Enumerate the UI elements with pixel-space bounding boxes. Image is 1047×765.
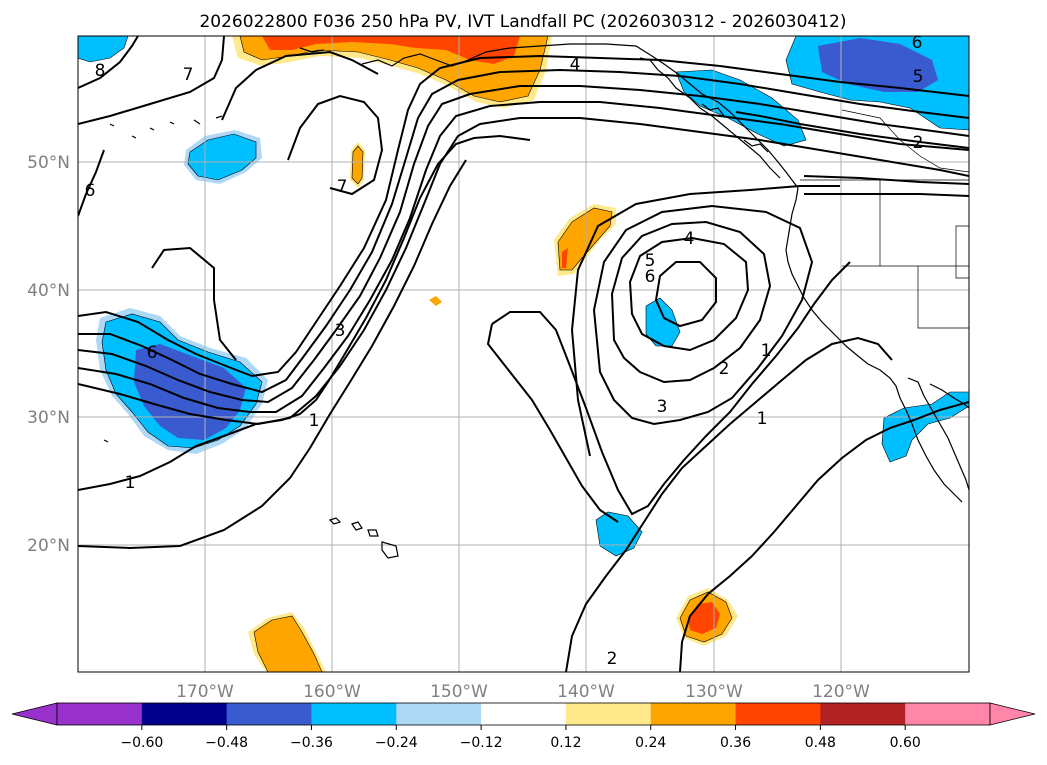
colorbar-segment	[141, 703, 228, 725]
political-borders	[800, 109, 969, 329]
lon-label: 170°W	[176, 682, 234, 702]
contour-label: 2	[719, 359, 730, 379]
contour-label: 4	[684, 229, 695, 249]
contour-label: 6	[85, 181, 96, 201]
colorbar-tick-label: −0.24	[375, 735, 418, 751]
colorbar-tick-label: −0.60	[120, 735, 163, 751]
colorbar-over-extension	[989, 702, 1036, 726]
anomaly-negative	[78, 36, 129, 63]
colorbar-segment	[481, 703, 567, 725]
colorbar-tick-label: −0.36	[290, 735, 333, 751]
colorbar-segment	[396, 703, 482, 725]
colorbar-segment	[565, 703, 652, 725]
lon-label: 160°W	[303, 682, 361, 702]
contour-label: 2	[913, 133, 924, 153]
contour-label: 3	[657, 397, 668, 417]
colorbar-tick-label: 0.48	[805, 735, 836, 751]
anomaly-negative	[881, 391, 969, 463]
anomaly-positive	[562, 248, 568, 268]
colorbar-segment	[650, 703, 737, 725]
colorbar-tick-label: 0.24	[635, 735, 666, 751]
lat-label: 20°N	[27, 536, 70, 556]
anomaly-negative	[675, 69, 807, 147]
map-frame	[77, 35, 970, 673]
lon-label: 140°W	[557, 682, 615, 702]
contour-label: 4	[570, 55, 581, 75]
map-panel: 8 7 6 7 4 6 5 2 4 5 6 6 3 2 1 3 1 1 1 2	[77, 33, 970, 673]
contour-label: 6	[645, 267, 656, 287]
contour-label: 6	[912, 33, 923, 53]
lat-label: 30°N	[27, 408, 70, 428]
colorbar-segment	[226, 703, 312, 725]
colorbar-segment	[57, 703, 143, 725]
contour-label: 6	[147, 343, 158, 363]
lat-label: 40°N	[27, 281, 70, 301]
anomaly-positive	[429, 296, 442, 306]
longitude-labels: 170°W 160°W 150°W 140°W 130°W 120°W	[176, 682, 870, 702]
anomaly-positive	[253, 615, 323, 672]
contour-label: 3	[335, 321, 346, 341]
anomaly-positive	[557, 207, 613, 271]
coastlines	[103, 43, 969, 559]
colorbar-segments	[56, 702, 991, 726]
colorbar-tick-label: 0.60	[890, 735, 921, 751]
lat-label: 50°N	[27, 153, 70, 173]
colorbar-segment	[735, 703, 821, 725]
contour-label: 7	[337, 177, 348, 197]
map-gridlines	[78, 36, 969, 672]
contour-label: 5	[645, 251, 656, 271]
lon-label: 150°W	[430, 682, 488, 702]
lon-label: 120°W	[812, 682, 870, 702]
anomaly-positive	[351, 145, 364, 185]
contour-label: 1	[757, 409, 768, 429]
colorbar-segment	[905, 703, 991, 725]
contour-labels: 8 7 6 7 4 6 5 2 4 5 6 6 3 2 1 3 1 1 1 2	[85, 33, 924, 669]
colorbar-segment	[311, 703, 397, 725]
colorbar-tick-label: 0.36	[720, 735, 751, 751]
colorbar-ticks: −0.60 −0.48 −0.36 −0.24 −0.12 0.12 0.24 0.36 0.4…	[120, 725, 921, 751]
figure-title: 2026022800 F036 250 hPa PV, IVT Landfall…	[199, 12, 846, 32]
pv-contours	[78, 36, 969, 672]
anomaly-negative	[134, 344, 246, 440]
contour-label: 2	[607, 649, 618, 669]
colorbar-tick-label: 0.12	[550, 735, 581, 751]
contour-label: 7	[183, 65, 194, 85]
anomaly-positive	[262, 36, 520, 64]
contour-label: 1	[309, 411, 320, 431]
colorbar: −0.60 −0.48 −0.36 −0.24 −0.12 0.12 0.24 0.36 0.4…	[11, 702, 1036, 751]
contour-label: 5	[913, 67, 924, 87]
colorbar-under-extension	[11, 702, 58, 726]
lon-label: 130°W	[685, 682, 743, 702]
latitude-labels: 50°N 40°N 30°N 20°N	[27, 153, 70, 556]
contour-label: 8	[95, 61, 106, 81]
contour-label: 1	[125, 473, 136, 493]
contour-label: 1	[761, 341, 772, 361]
colorbar-segment	[820, 703, 906, 725]
anomaly-negative	[818, 38, 938, 92]
colorbar-tick-label: −0.12	[460, 735, 503, 751]
colorbar-tick-label: −0.48	[205, 735, 248, 751]
